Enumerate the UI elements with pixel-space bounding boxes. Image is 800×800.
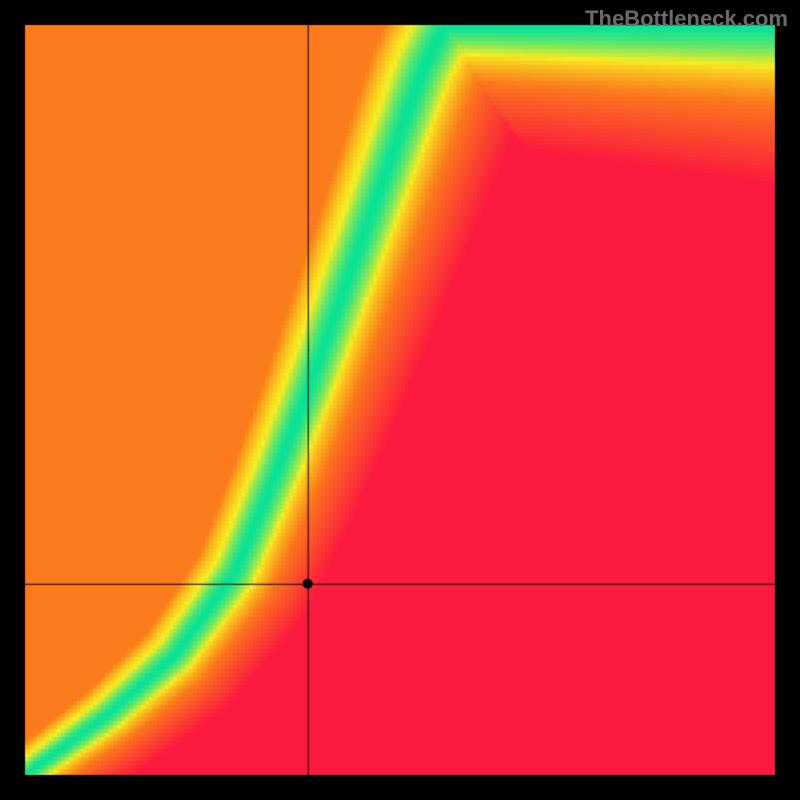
watermark-text: TheBottleneck.com (585, 6, 788, 32)
chart-container: TheBottleneck.com (0, 0, 800, 800)
bottleneck-heatmap (0, 0, 800, 800)
